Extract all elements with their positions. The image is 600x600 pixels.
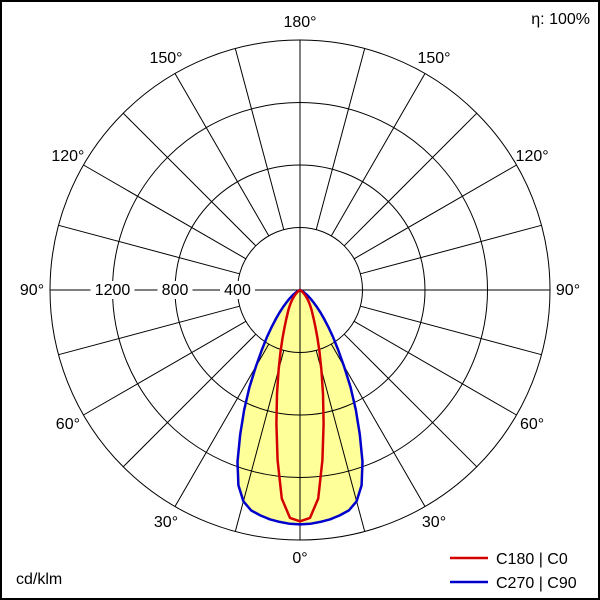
angle-label-180: 180°	[283, 14, 316, 31]
curve-c180-c0	[275, 288, 325, 523]
angle-label-120: 120°	[516, 148, 549, 165]
radial-tick-label-bg	[90, 281, 135, 299]
angle-label-90: 90°	[556, 282, 580, 299]
radial-tick-label-bg	[157, 281, 193, 299]
radial-tick-label: 400	[224, 282, 251, 299]
grid-spoke	[330, 73, 426, 237]
grid-spoke	[353, 320, 517, 416]
angle-label-150: 150°	[149, 50, 182, 67]
grid-spoke	[360, 224, 542, 275]
polar-grid-and-curves: 400 800 1200 0° 30° 30° 60° 60° 90° 90° 120° 120° 15…	[20, 14, 580, 567]
grid-spoke	[360, 305, 542, 356]
legend-label-c90: C270 | C90	[496, 575, 577, 592]
radial-tick-label: 800	[162, 282, 189, 299]
radial-tick-label: 1200	[95, 282, 131, 299]
radial-tick-label-bg	[220, 281, 255, 299]
grid-spoke	[122, 333, 257, 468]
legend-label-c0: C180 | C0	[496, 551, 568, 568]
angle-label-150: 150°	[417, 50, 450, 67]
grid-spoke	[353, 164, 517, 260]
curve-c270-c90	[236, 288, 364, 526]
grid-spoke	[330, 343, 426, 507]
grid-spoke	[343, 333, 478, 468]
grid-spoke	[343, 112, 478, 247]
grid-spoke	[122, 112, 257, 247]
legend: C180 | C0 C270 | C90	[450, 551, 577, 592]
angle-label-30: 30°	[154, 514, 178, 531]
angle-label-0: 0°	[292, 550, 307, 567]
grid-spoke	[58, 224, 240, 275]
grid-spoke	[58, 305, 240, 356]
unit-label: cd/klm	[16, 571, 62, 588]
grid-spoke	[174, 73, 270, 237]
grid-spoke	[234, 48, 285, 230]
angle-label-60: 60°	[520, 416, 544, 433]
angle-label-60: 60°	[56, 416, 80, 433]
angle-label-90: 90°	[20, 282, 44, 299]
grid-spoke	[83, 320, 247, 416]
angle-label-30: 30°	[422, 514, 446, 531]
efficiency-label: η: 100%	[531, 11, 590, 28]
grid-spoke	[83, 164, 247, 260]
angle-label-120: 120°	[51, 148, 84, 165]
grid-spoke	[315, 48, 366, 230]
